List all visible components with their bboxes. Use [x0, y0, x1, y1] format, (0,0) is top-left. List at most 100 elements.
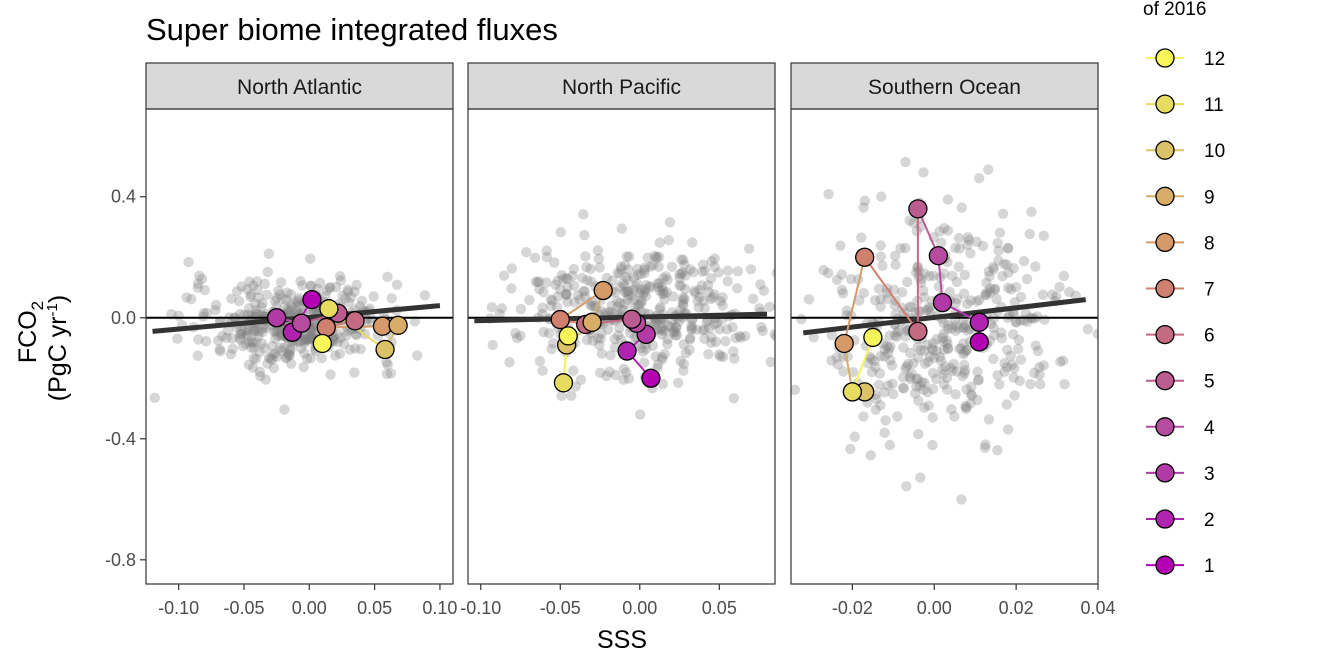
background-point: [1003, 282, 1014, 294]
background-point: [994, 227, 1006, 238]
background-point: [962, 232, 974, 243]
background-point: [249, 298, 261, 309]
background-point: [270, 326, 281, 337]
background-point: [496, 303, 508, 314]
background-point: [659, 294, 670, 305]
x-tick-label: -0.10: [158, 598, 199, 618]
background-point: [927, 344, 939, 356]
background-point: [260, 374, 271, 385]
background-point: [727, 321, 738, 333]
background-point: [305, 331, 317, 342]
background-point: [877, 260, 888, 272]
background-point: [670, 322, 682, 333]
background-point: [295, 343, 307, 354]
background-point: [678, 365, 689, 376]
background-point: [808, 332, 819, 343]
background-point: [268, 362, 280, 374]
legend-key: [1155, 140, 1175, 160]
background-point: [295, 276, 306, 287]
background-point: [603, 324, 614, 335]
background-point: [594, 339, 605, 351]
background-point: [873, 379, 885, 391]
background-point: [1047, 289, 1058, 300]
background-point: [244, 276, 255, 287]
background-point: [705, 293, 717, 305]
background-point: [960, 319, 971, 331]
background-point: [971, 236, 982, 248]
background-point: [904, 371, 916, 382]
background-point: [198, 311, 209, 322]
background-point: [888, 284, 900, 296]
background-point: [904, 301, 916, 312]
background-point: [677, 267, 689, 278]
legend-item: 11: [1146, 94, 1224, 116]
background-point: [293, 295, 304, 306]
background-point: [515, 303, 527, 315]
background-point: [831, 274, 843, 285]
background-point: [555, 284, 566, 295]
background-point: [596, 348, 608, 359]
panel-border: [790, 108, 1099, 585]
background-point: [221, 332, 232, 344]
month-legend: 12 11 10 9 8 7 6 5 4 3 2 1: [1146, 48, 1225, 577]
background-point: [299, 333, 311, 345]
background-point: [281, 294, 292, 305]
background-point: [1012, 343, 1024, 355]
chart-title: Super biome integrated fluxes: [146, 12, 558, 47]
background-point: [627, 291, 638, 302]
background-point: [885, 354, 896, 366]
background-point: [342, 286, 354, 297]
background-point: [983, 414, 995, 425]
background-point: [756, 321, 767, 333]
background-point: [241, 327, 252, 339]
background-point: [1005, 350, 1016, 362]
background-point: [285, 289, 297, 300]
background-point: [1021, 273, 1033, 285]
background-point: [550, 279, 561, 290]
background-point: [705, 332, 717, 343]
background-point: [679, 283, 691, 295]
background-point: [305, 280, 316, 292]
background-point: [498, 270, 510, 281]
background-point: [890, 259, 901, 270]
background-point: [959, 368, 970, 379]
background-point: [381, 357, 392, 368]
background-point: [545, 300, 557, 312]
background-point: [912, 342, 923, 353]
background-point: [256, 338, 268, 349]
background-point: [769, 328, 775, 340]
background-point: [959, 269, 971, 281]
background-point: [919, 377, 930, 389]
background-point: [606, 300, 618, 311]
background-point: [634, 298, 645, 310]
background-point: [657, 288, 668, 300]
background-point: [666, 261, 678, 272]
background-point: [687, 237, 698, 248]
background-point: [298, 335, 309, 346]
background-point: [226, 293, 237, 304]
background-point: [911, 374, 922, 385]
background-point: [192, 350, 204, 361]
background-point: [1035, 379, 1046, 390]
background-point: [644, 281, 655, 292]
background-point: [210, 304, 221, 316]
background-point: [989, 284, 1001, 295]
background-point: [883, 347, 894, 359]
background-point: [529, 252, 541, 263]
background-point: [938, 317, 949, 329]
background-point: [605, 307, 617, 318]
background-point: [728, 346, 739, 357]
background-point: [1026, 206, 1037, 218]
background-point: [870, 404, 881, 415]
facet-panels: North Atlantic -0.10 -0.05 0.00 0.05 0.10 0.4 0…: [105, 62, 1116, 618]
background-point: [641, 279, 652, 291]
background-point: [276, 345, 287, 356]
legend-key: [1155, 48, 1175, 68]
background-point: [930, 373, 942, 385]
background-point: [1015, 291, 1027, 303]
background-point: [282, 304, 294, 315]
background-point: [710, 336, 722, 348]
background-point: [636, 342, 647, 354]
background-point: [622, 294, 633, 305]
background-point: [1105, 337, 1115, 347]
